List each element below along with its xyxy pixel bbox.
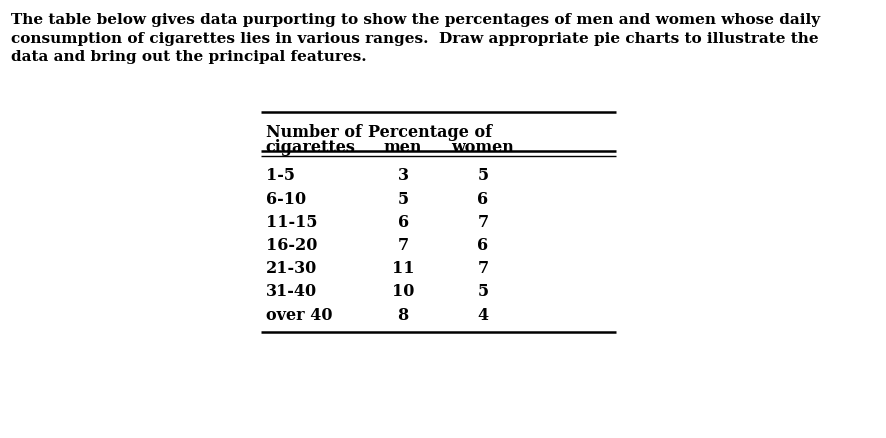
Text: 6: 6 [478,191,488,208]
Text: 5: 5 [398,191,408,208]
Text: 6: 6 [478,237,488,254]
Text: 4: 4 [478,307,488,324]
Text: 21-30: 21-30 [266,260,317,277]
Text: Number of: Number of [266,124,361,141]
Text: 16-20: 16-20 [266,237,317,254]
Text: cigarettes: cigarettes [266,139,355,156]
Text: Percentage of: Percentage of [368,124,492,141]
Text: 10: 10 [392,283,415,300]
Text: The table below gives data purporting to show the percentages of men and women w: The table below gives data purporting to… [11,13,820,64]
Text: 31-40: 31-40 [266,283,317,300]
Text: 11-15: 11-15 [266,214,317,231]
Text: 3: 3 [398,167,408,184]
Text: 6-10: 6-10 [266,191,306,208]
Text: 5: 5 [478,167,488,184]
Text: 11: 11 [392,260,415,277]
Text: 8: 8 [398,307,408,324]
Text: 7: 7 [478,260,488,277]
Text: men: men [384,139,423,156]
Text: 6: 6 [398,214,408,231]
Text: 5: 5 [478,283,488,300]
Text: over 40: over 40 [266,307,332,324]
Text: 7: 7 [478,214,488,231]
Text: 1-5: 1-5 [266,167,295,184]
Text: 7: 7 [398,237,408,254]
Text: women: women [452,139,514,156]
